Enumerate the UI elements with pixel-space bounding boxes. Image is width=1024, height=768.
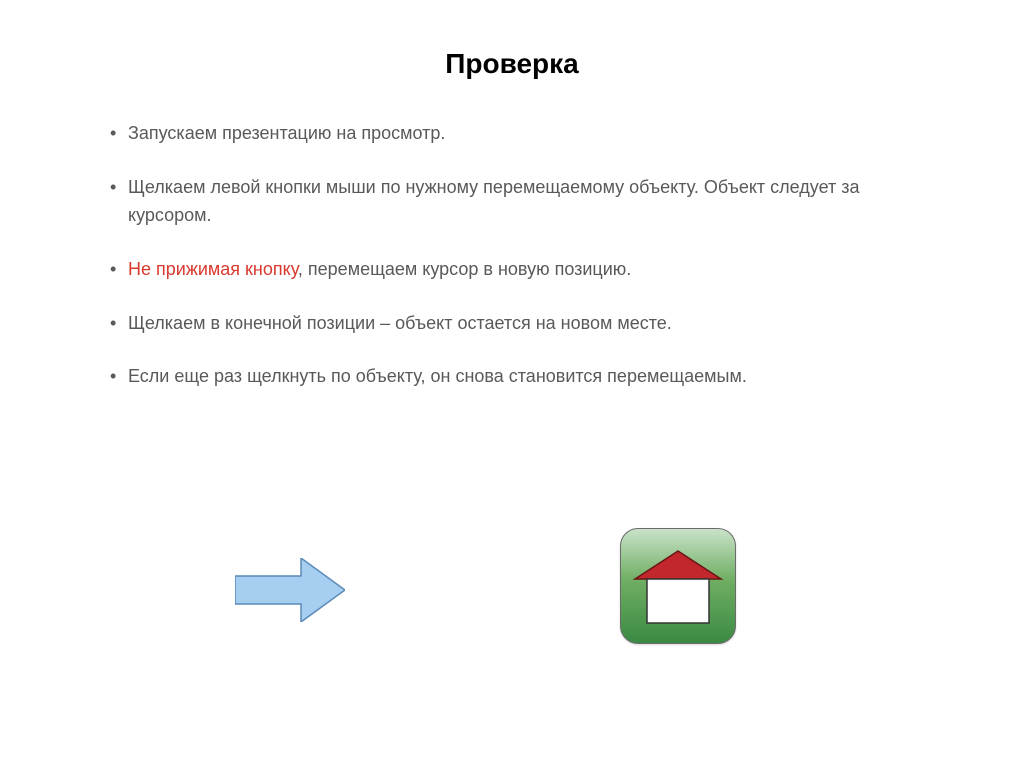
bullet-item: Щелкаем левой кнопки мыши по нужному пер… bbox=[110, 174, 934, 230]
bullet-item: Если еще раз щелкнуть по объекту, он сно… bbox=[110, 363, 934, 391]
house-wall bbox=[647, 579, 709, 623]
slide: Проверка Запускаем презентацию на просмо… bbox=[0, 0, 1024, 768]
bullet-highlight: Не прижимая кнопку bbox=[128, 259, 298, 279]
bullet-text: Запускаем презентацию на просмотр. bbox=[128, 123, 445, 143]
bullet-text: Если еще раз щелкнуть по объекту, он сно… bbox=[128, 366, 747, 386]
bullet-list: Запускаем презентацию на просмотр. Щелка… bbox=[110, 120, 934, 391]
house-roof bbox=[635, 551, 721, 579]
arrow-shape bbox=[235, 558, 345, 622]
bullet-text: , перемещаем курсор в новую позицию. bbox=[298, 259, 631, 279]
bullet-item: Не прижимая кнопку, перемещаем курсор в … bbox=[110, 256, 934, 284]
bullet-item: Запускаем презентацию на просмотр. bbox=[110, 120, 934, 148]
arrow-icon[interactable] bbox=[235, 558, 345, 627]
bullet-text: Щелкаем в конечной позиции – объект оста… bbox=[128, 313, 672, 333]
bullet-text: Щелкаем левой кнопки мыши по нужному пер… bbox=[128, 177, 860, 225]
bullet-item: Щелкаем в конечной позиции – объект оста… bbox=[110, 310, 934, 338]
home-button[interactable] bbox=[620, 528, 736, 644]
graphics-area bbox=[0, 528, 1024, 668]
home-tile-bg bbox=[620, 528, 736, 644]
slide-title: Проверка bbox=[0, 0, 1024, 80]
